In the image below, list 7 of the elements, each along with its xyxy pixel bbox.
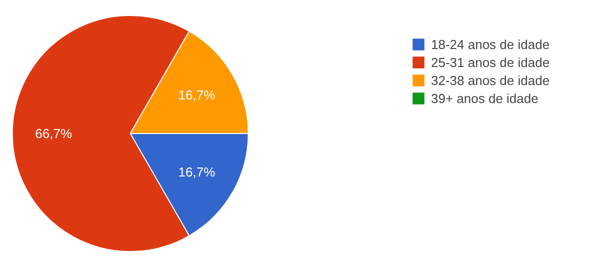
legend-label: 32-38 anos de idade xyxy=(431,72,550,88)
data-label: 16,7% xyxy=(178,88,216,103)
data-label: 16,7% xyxy=(178,164,216,180)
legend-label: 18-24 anos de idade xyxy=(431,36,550,52)
legend-label: 25-31 anos de idade xyxy=(431,54,550,70)
legend-label: 39+ anos de idade xyxy=(431,90,538,106)
data-label: 66,7% xyxy=(35,126,72,141)
